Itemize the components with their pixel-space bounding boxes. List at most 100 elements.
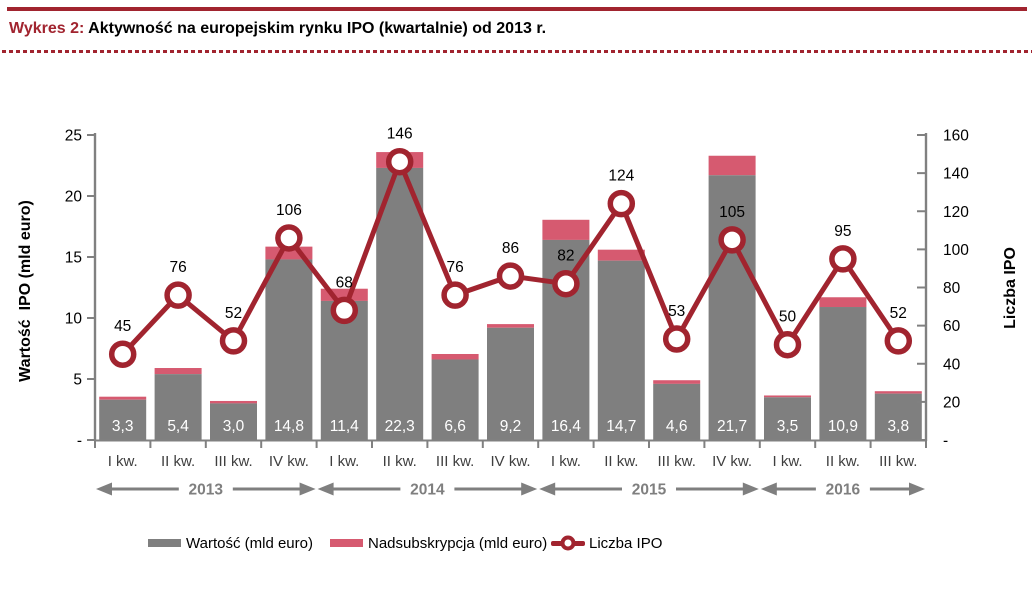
top-rule <box>7 7 1027 11</box>
ipo-count-label: 45 <box>114 318 131 335</box>
legend-item-value: Wartość (mld euro) <box>148 534 313 552</box>
ipo-count-marker <box>108 340 137 368</box>
ipo-count-label: 76 <box>446 259 463 276</box>
left-axis-tick-label: 20 <box>65 189 83 206</box>
ipo-count-marker <box>330 296 359 325</box>
bar-value-label: 3,0 <box>223 418 245 435</box>
year-arrow-right-head <box>742 482 759 496</box>
oversubscription-bar <box>99 396 147 400</box>
quarter-label: IV kw. <box>490 453 530 470</box>
year-arrow-left-head <box>539 482 556 496</box>
ipo-count-label: 53 <box>668 303 685 320</box>
ipo-count-label: 146 <box>387 126 413 143</box>
legend-item-oversubscription: Nadsubskrypcja (mld euro) <box>330 534 547 552</box>
value-bar <box>653 383 701 440</box>
ipo-count-marker <box>773 330 802 359</box>
value-swatch <box>148 539 181 547</box>
ipo-count-label: 86 <box>502 240 519 257</box>
bar-value-label: 3,5 <box>777 418 799 435</box>
value-bar <box>597 260 645 440</box>
bar-value-label: 6,6 <box>444 418 466 435</box>
ipo-count-label: 124 <box>608 168 634 185</box>
oversubscription-bar <box>708 155 756 176</box>
right-axis-tick-label: 100 <box>943 242 969 259</box>
ipo-count-label: 52 <box>890 305 907 322</box>
quarter-label: I kw. <box>772 453 802 470</box>
ipo-count-marker <box>164 281 192 309</box>
ipo-count-marker <box>385 147 414 176</box>
figure-title-prefix: Wykres 2: <box>9 20 85 37</box>
quarter-label: IV kw. <box>712 453 752 470</box>
bar-value-label: 9,2 <box>500 418 522 435</box>
year-label-bg <box>178 480 233 498</box>
value-bar <box>265 259 313 440</box>
oversubscription-bar <box>542 219 590 240</box>
figure-title: Wykres 2: Aktywność na europejskim rynku… <box>9 20 546 38</box>
year-arrow-right-head <box>909 482 925 496</box>
legend-label-value: Wartość (mld euro) <box>186 534 313 552</box>
bar-value-label: 14,8 <box>274 418 304 435</box>
left-axis-tick-label: - <box>77 433 82 450</box>
year-arrow-left-head <box>760 482 777 496</box>
bar-value-label: 3,3 <box>112 418 134 435</box>
oversubscription-bar <box>653 380 701 384</box>
ipo-count-marker <box>829 245 857 273</box>
legend-label-ipo-count: Liczba IPO <box>589 534 663 552</box>
value-bar <box>99 399 147 440</box>
year-arrow-left-head <box>317 482 334 496</box>
ipo-count-marker <box>607 189 636 218</box>
oversubscription-bar <box>210 400 257 404</box>
year-label-bg <box>622 480 676 498</box>
ipo-count-marker <box>496 262 525 290</box>
quarter-label: II kw. <box>826 453 860 470</box>
ipo-count-marker <box>552 269 580 298</box>
quarter-label: II kw. <box>604 453 638 470</box>
ipo-count-marker <box>219 327 248 355</box>
right-axis-tick-label: 40 <box>943 356 961 373</box>
year-label: 2015 <box>632 482 667 499</box>
bar-value-label: 5,4 <box>167 418 189 435</box>
value-bar <box>431 359 479 440</box>
year-arrow-left-head <box>96 482 112 496</box>
value-bar <box>764 397 811 440</box>
ipo-count-marker <box>884 327 913 355</box>
value-bar <box>819 307 867 440</box>
bar-value-label: 22,3 <box>385 418 415 435</box>
ipo-count-label: 106 <box>276 202 302 219</box>
oversubscription-bar <box>819 297 867 308</box>
ipo-count-label: 52 <box>225 305 242 322</box>
value-bar <box>154 374 202 440</box>
quarter-label: III kw. <box>879 453 917 470</box>
right-axis-tick-label: 20 <box>943 394 961 411</box>
year-label-bg <box>815 480 870 498</box>
quarter-label: I kw. <box>108 453 138 470</box>
year-label: 2013 <box>189 482 224 499</box>
ipo-count-marker <box>275 224 303 252</box>
bar-value-label: 3,8 <box>888 418 910 435</box>
ipo-count-label: 105 <box>719 204 745 221</box>
ipo-count-swatch <box>551 535 585 551</box>
oversubscription-bar <box>874 391 922 394</box>
oversubscription-bar <box>487 324 534 328</box>
dashed-rule <box>2 50 1032 53</box>
value-bar <box>487 327 534 440</box>
right-axis-tick-label: - <box>943 433 948 450</box>
right-axis-tick-label: 140 <box>943 166 969 183</box>
bar-value-label: 10,9 <box>828 418 858 435</box>
value-bar <box>874 393 922 440</box>
oversubscription-bar <box>431 353 479 360</box>
year-label-bg <box>400 480 455 498</box>
ipo-count-label: 82 <box>557 248 574 265</box>
year-arrow-right-head <box>299 482 316 496</box>
quarter-label: II kw. <box>383 453 417 470</box>
ipo-count-label: 76 <box>169 259 186 276</box>
ipo-count-marker <box>441 281 469 309</box>
quarter-label: I kw. <box>551 453 581 470</box>
ipo-count-label: 68 <box>336 274 353 291</box>
ipo-count-label: 50 <box>779 309 797 326</box>
year-arrow-right-head <box>521 482 538 496</box>
quarter-label: IV kw. <box>269 453 309 470</box>
left-axis-tick-label: 25 <box>65 128 82 145</box>
